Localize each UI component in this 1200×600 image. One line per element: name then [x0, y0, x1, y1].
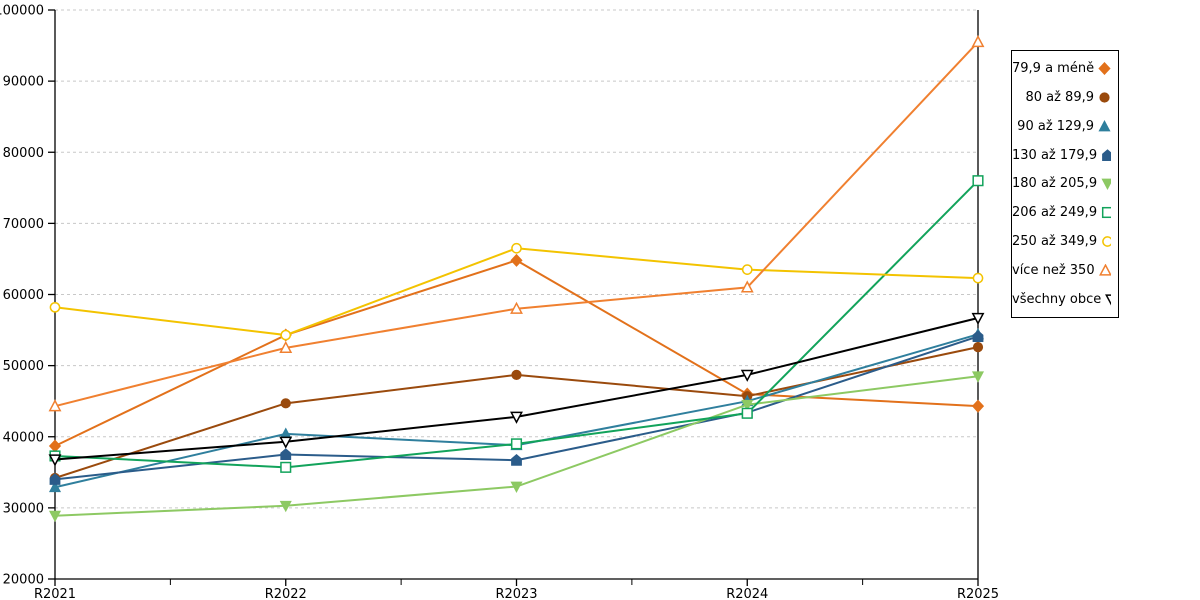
data-point-marker: [280, 329, 292, 341]
data-point-marker: [1099, 92, 1110, 103]
x-tick-label: R2024: [726, 587, 768, 600]
data-point-marker: [48, 439, 62, 453]
data-point-marker: [972, 175, 984, 187]
data-point-marker: [511, 453, 522, 466]
data-point-marker: [1098, 264, 1111, 276]
y-tick-label: 80000: [3, 146, 44, 161]
data-point-marker: [49, 473, 61, 485]
data-point-marker: [279, 340, 293, 353]
data-point-marker: [971, 399, 985, 413]
data-point-marker: [740, 369, 754, 382]
data-point-marker: [280, 398, 291, 409]
data-point-marker: [1102, 148, 1111, 161]
legend-label: 250 až 349,9: [1012, 234, 1098, 250]
data-point-marker: [510, 411, 523, 424]
x-tick-label: R2022: [265, 587, 307, 600]
data-point-marker: [740, 280, 754, 293]
legend-item: více než 350: [1012, 257, 1118, 285]
data-point-marker: [1105, 294, 1111, 305]
data-point-marker: [741, 399, 754, 412]
legend-label: 130 až 179,9: [1012, 147, 1098, 163]
legend-item: 206 až 249,9: [1012, 199, 1118, 227]
data-point-marker: [279, 436, 293, 449]
x-tick-label: R2021: [34, 587, 76, 600]
square-open-marker-icon: [1102, 207, 1111, 219]
x-tick-label: R2023: [495, 587, 537, 600]
data-point-marker: [1102, 207, 1111, 219]
data-point-marker: [971, 35, 985, 48]
y-tick-label: 30000: [3, 501, 44, 516]
y-tick-label: 50000: [3, 359, 44, 374]
data-point-marker: [972, 330, 984, 342]
triangle-down-marker-icon: [1101, 179, 1111, 191]
legend-label: 90 až 129,9: [1017, 118, 1094, 134]
data-point-marker: [971, 371, 985, 383]
legend-item: všechny obce: [1012, 285, 1118, 313]
legend-label: 80 až 89,9: [1025, 89, 1094, 105]
data-point-marker: [1098, 61, 1111, 75]
series-line-8: [54, 317, 979, 461]
circle-marker-icon: [1099, 92, 1110, 103]
data-point-marker: [1098, 119, 1111, 132]
data-point-marker: [48, 480, 62, 493]
data-point-marker: [972, 342, 984, 353]
data-point-marker: [48, 510, 62, 523]
legend-label: 79,9 a méně: [1012, 60, 1095, 76]
y-tick-label: 20000: [3, 573, 44, 588]
data-point-marker: [280, 448, 292, 461]
data-point-marker: [510, 481, 523, 494]
data-point-marker: [971, 312, 985, 325]
data-point-marker: [48, 399, 62, 412]
legend-label: všechny obce: [1012, 291, 1102, 307]
triangle-up-open-marker-icon: [1098, 264, 1111, 276]
data-point-marker: [511, 242, 522, 254]
y-tick-label: 90000: [3, 75, 44, 90]
legend-label: více než 350: [1012, 263, 1095, 279]
data-point-marker: [510, 438, 523, 450]
data-point-marker: [49, 301, 61, 313]
legend-label: 180 až 205,9: [1012, 176, 1098, 192]
legend-item: 250 až 349,9: [1012, 228, 1118, 256]
diamond-marker-icon: [1098, 61, 1111, 75]
data-point-marker: [280, 461, 292, 473]
legend-item: 180 až 205,9: [1012, 170, 1118, 198]
legend-item: 90 až 129,9: [1012, 112, 1118, 140]
legend: 79,9 a méně 80 až 89,9 90 až 129,9 130 a…: [1011, 50, 1119, 318]
y-tick-label: 40000: [3, 430, 44, 445]
legend-item: 79,9 a méně: [1012, 54, 1118, 82]
data-point-marker: [1102, 236, 1111, 248]
x-tick-label: R2025: [957, 587, 999, 600]
y-tick-label: 100000: [0, 4, 44, 19]
data-point-marker: [1101, 179, 1111, 191]
legend-item: 130 až 179,9: [1012, 141, 1118, 169]
legend-label: 206 až 249,9: [1012, 205, 1098, 221]
data-point-marker: [972, 272, 984, 284]
pentagon-marker-icon: [1102, 148, 1111, 161]
data-point-marker: [510, 301, 523, 314]
data-point-marker: [511, 369, 522, 380]
data-point-marker: [279, 500, 292, 513]
triangle-down-open-marker-icon: [1105, 294, 1111, 305]
y-tick-label: 70000: [3, 217, 44, 232]
triangle-up-marker-icon: [1098, 119, 1111, 132]
circle-open-marker-icon: [1102, 236, 1111, 248]
y-tick-label: 60000: [3, 288, 44, 303]
data-point-marker: [510, 253, 523, 267]
data-point-marker: [741, 407, 753, 419]
data-point-marker: [741, 264, 753, 275]
legend-item: 80 až 89,9: [1012, 83, 1118, 111]
data-point-marker: [48, 454, 62, 467]
